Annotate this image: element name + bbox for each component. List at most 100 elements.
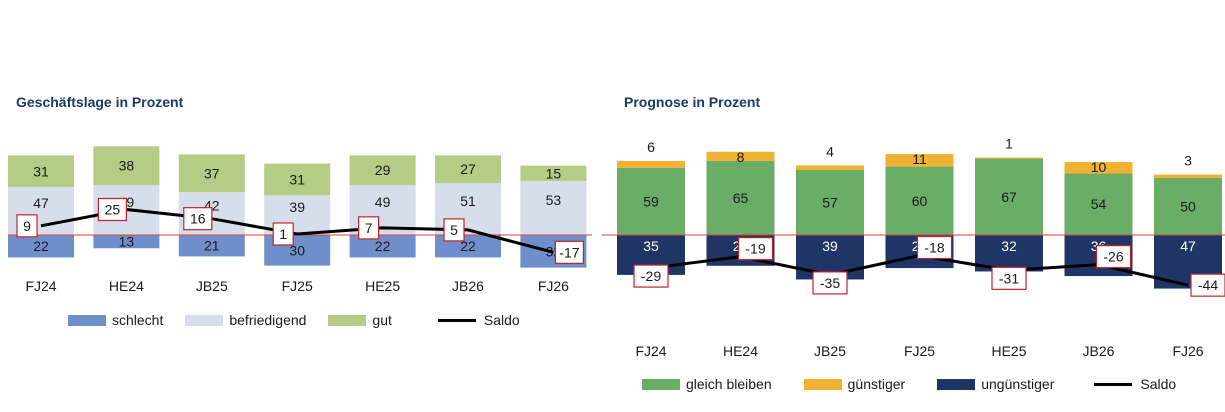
label-schlecht-jb25: 21 (204, 238, 220, 254)
saldo-label-fj24: -29 (641, 268, 661, 284)
xtick-he24: HE24 (723, 343, 758, 359)
bar-schlecht-he24 (93, 235, 160, 249)
bar-gut-jb25 (178, 154, 245, 193)
saldo-label-jb25: 16 (190, 211, 206, 227)
bar-gleich-bleiben-fj24 (617, 167, 685, 235)
label-gut-jb26: 27 (460, 161, 476, 177)
label-befriedigend-fj25: 39 (289, 199, 305, 215)
legend-label-befriedigend: befriedigend (229, 312, 307, 328)
xtick-jb25: JB25 (814, 343, 846, 359)
saldo-box-jb25 (812, 271, 848, 295)
legend-swatch-schlecht (68, 314, 106, 326)
legend-label-saldo-1: Saldo (483, 312, 520, 328)
label-gut-fj26: 15 (546, 165, 562, 181)
saldo-label-he24: -19 (745, 241, 765, 257)
label-gleich-bleiben-fj26: 50 (1180, 199, 1196, 215)
bar-gleich-bleiben-fj26 (1154, 178, 1222, 235)
saldo-label-he24: 25 (105, 202, 121, 218)
xtick-fj25: FJ25 (904, 343, 935, 359)
chart-title-geschaeftslage: Geschäftslage in Prozent (16, 94, 184, 110)
label-schlecht-jb26: 22 (460, 238, 476, 254)
label-befriedigend-fj24: 47 (33, 195, 49, 211)
saldo-box-fj25 (272, 222, 294, 246)
bar-guenstiger-fj26 (1154, 174, 1222, 178)
xtick-he25: HE25 (991, 343, 1026, 359)
label-unguenstiger-fj26: 47 (1180, 238, 1196, 254)
legend-swatch-unguenstiger (937, 378, 976, 390)
legend-item-gleich-bleiben: gleich bleiben (642, 376, 772, 392)
label-gut-fj24: 31 (33, 163, 49, 179)
legend-label-guenstiger: günstiger (847, 376, 906, 392)
saldo-label-fj26: -17 (559, 244, 579, 260)
label-gut-jb25: 37 (204, 165, 220, 181)
label-gleich-bleiben-jb25: 57 (822, 195, 838, 211)
saldo-box-fj24 (16, 214, 38, 238)
saldo-box-he24 (737, 237, 774, 261)
xtick-fj24: FJ24 (25, 278, 56, 294)
saldo-label-he25: -31 (999, 270, 1019, 286)
legend-swatch-guenstiger (803, 378, 842, 390)
saldo-box-he25 (991, 266, 1027, 290)
saldo-label-he25: 7 (365, 220, 373, 236)
label-gleich-bleiben-jb26: 54 (1091, 196, 1107, 212)
bar-guenstiger-he24 (706, 151, 775, 161)
legend-label-gut: gut (372, 312, 392, 328)
legend-item-guenstiger: günstiger (803, 376, 906, 392)
label-gleich-bleiben-he25: 67 (1001, 189, 1017, 205)
legend-label-unguenstiger: ungünstiger (981, 376, 1055, 392)
bar-gleich-bleiben-fj25 (885, 166, 954, 235)
xtick-jb26: JB26 (1083, 343, 1115, 359)
xtick-jb26: JB26 (452, 278, 484, 294)
legend-swatch-befriedigend (185, 314, 224, 326)
legend-swatch-gut (328, 314, 367, 326)
legend-geschaeftslage: schlecht befriedigend gut Saldo (68, 312, 520, 328)
legend-item-befriedigend: befriedigend (185, 312, 306, 328)
saldo-label-fj26: -44 (1198, 277, 1218, 293)
saldo-label-fj25: -18 (924, 240, 944, 256)
bar-gut-fj24 (8, 155, 74, 188)
label-guenstiger-fj26: 3 (1184, 153, 1192, 169)
saldo-label-jb26: -26 (1103, 249, 1123, 265)
label-gut-fj25: 31 (289, 171, 305, 187)
label-befriedigend-he25: 49 (375, 194, 391, 210)
label-guenstiger-he25: 1 (1005, 135, 1013, 151)
saldo-box-jb25 (183, 207, 213, 231)
legend-label-schlecht: schlecht (112, 312, 164, 328)
xtick-fj26: FJ26 (538, 278, 569, 294)
legend-label-gleich-bleiben: gleich bleiben (686, 376, 772, 392)
legend-swatch-gleich-bleiben (642, 378, 680, 390)
bar-gleich-bleiben-he24 (706, 160, 775, 235)
bar-schlecht-fj24 (8, 235, 74, 258)
saldo-box-fj26 (554, 240, 585, 264)
bar-gleich-bleiben-jb26 (1064, 173, 1133, 235)
bar-guenstiger-jb26 (1064, 162, 1133, 174)
xtick-fj25: FJ25 (282, 278, 313, 294)
saldo-box-jb26 (443, 218, 465, 242)
bar-gut-he24 (93, 146, 160, 186)
label-unguenstiger-fj24: 35 (643, 238, 659, 254)
label-gleich-bleiben-fj25: 60 (912, 193, 928, 209)
saldo-box-fj24 (633, 264, 669, 288)
xtick-he25: HE25 (365, 278, 400, 294)
bar-guenstiger-he25 (975, 157, 1043, 159)
xtick-he24: HE24 (109, 278, 144, 294)
saldo-box-fj26 (1190, 273, 1225, 297)
saldo-label-fj24: 9 (23, 218, 31, 234)
label-gut-he24: 38 (119, 158, 135, 174)
saldo-box-jb26 (1095, 245, 1132, 269)
legend-item-saldo-2: Saldo (1094, 376, 1176, 392)
legend-line-saldo-2 (1094, 382, 1133, 386)
bar-gut-fj25 (264, 163, 331, 196)
bar-gleich-bleiben-jb25 (796, 170, 864, 235)
label-schlecht-fj25: 30 (289, 242, 305, 258)
label-guenstiger-jb26: 10 (1091, 159, 1107, 175)
label-schlecht-he25: 22 (375, 238, 391, 254)
label-guenstiger-fj24: 6 (647, 139, 655, 155)
label-guenstiger-fj25: 11 (912, 151, 927, 167)
saldo-box-he25 (358, 216, 380, 240)
xtick-fj26: FJ26 (1172, 343, 1203, 359)
label-guenstiger-jb25: 4 (826, 143, 834, 159)
legend-item-saldo-1: Saldo (437, 312, 520, 328)
bar-gut-jb26 (435, 155, 501, 183)
